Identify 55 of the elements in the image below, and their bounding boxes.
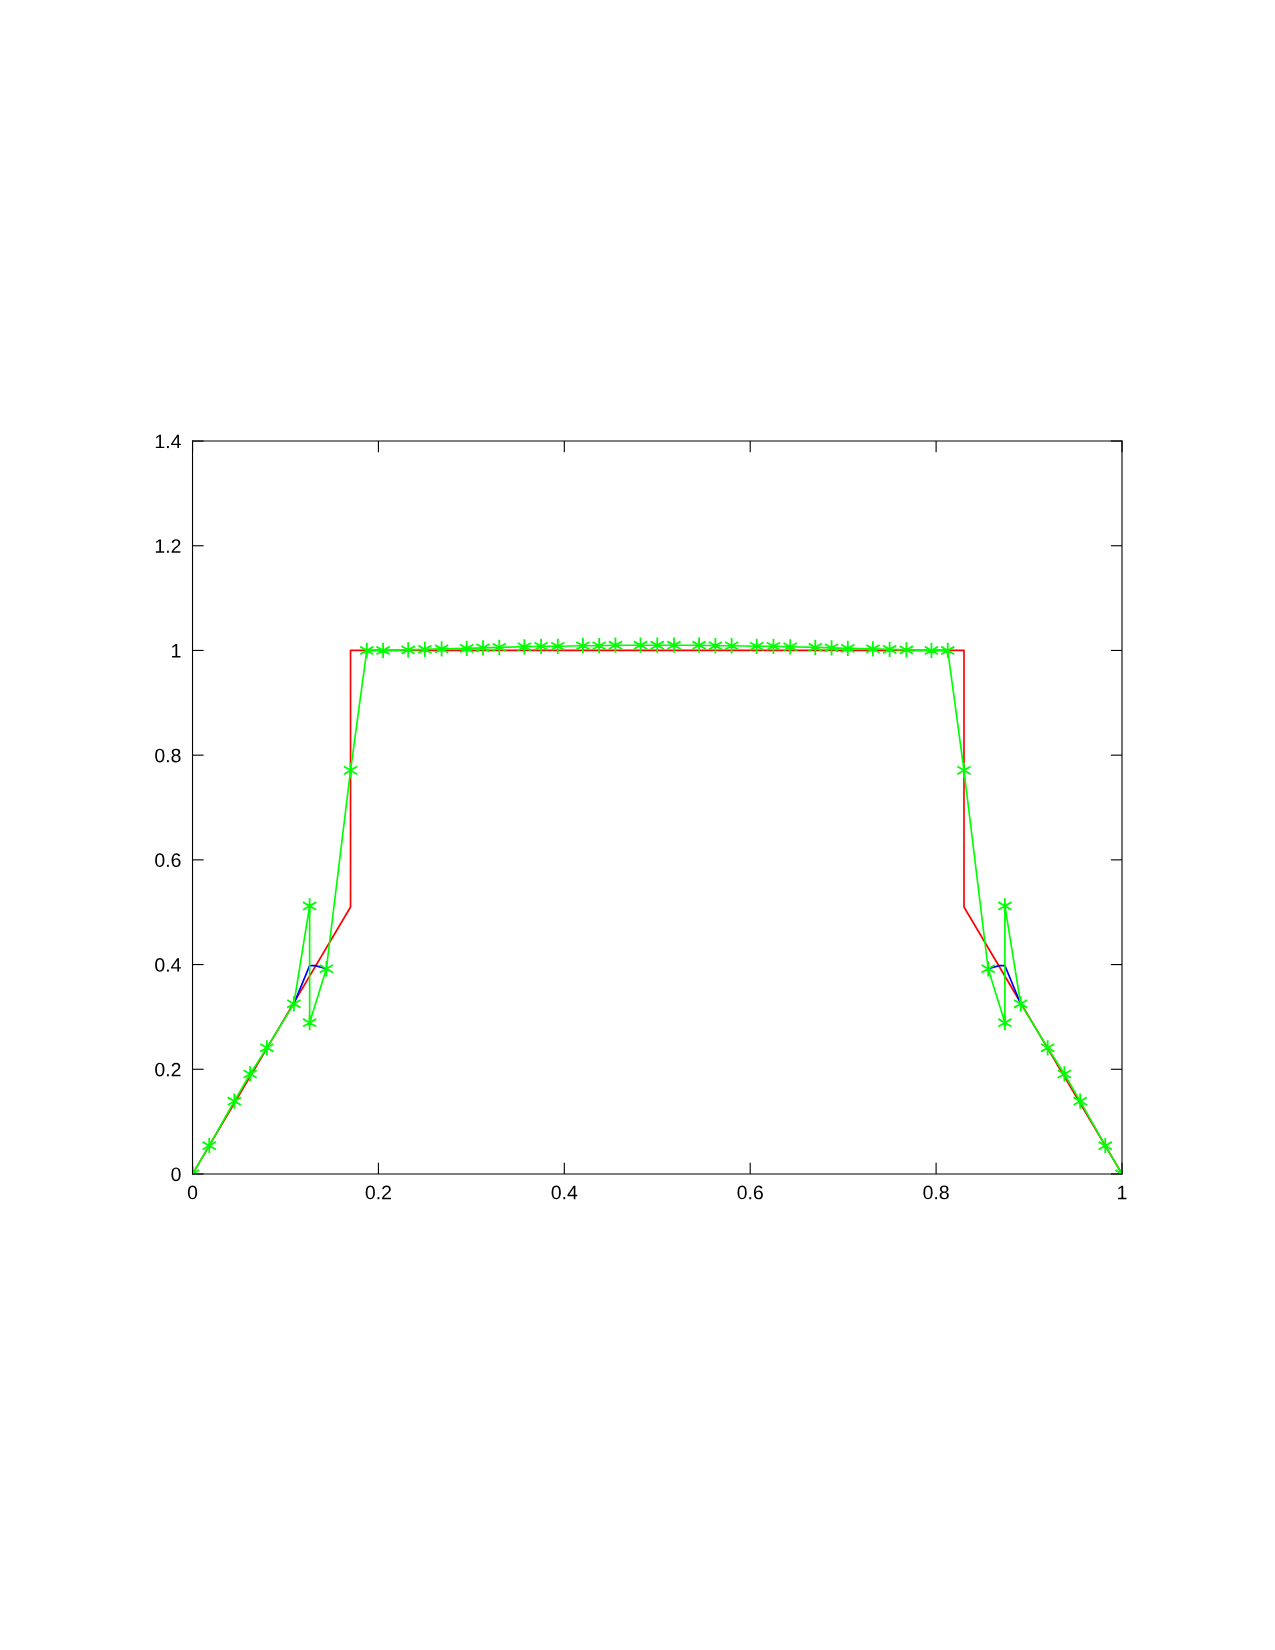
point <box>550 637 566 655</box>
point <box>575 637 591 655</box>
point <box>259 1039 275 1057</box>
point <box>302 897 318 915</box>
x-tick-label: 1 <box>1118 1185 1127 1200</box>
point <box>302 1014 318 1032</box>
point <box>997 897 1013 915</box>
point <box>807 638 823 656</box>
point <box>226 1092 242 1110</box>
point <box>491 638 507 656</box>
y-tick-label: 0 <box>171 1167 181 1182</box>
point <box>691 636 707 654</box>
point <box>591 637 607 655</box>
point <box>724 637 740 655</box>
point <box>782 638 798 656</box>
point <box>459 639 475 657</box>
point <box>516 638 532 656</box>
x-tick-label: 0.2 <box>365 1185 391 1200</box>
point <box>980 960 996 978</box>
y-tick-label: 0.2 <box>155 1062 181 1077</box>
x-tick-label: 0.8 <box>923 1185 949 1200</box>
point <box>707 637 723 655</box>
y-tick-label: 1 <box>172 644 181 658</box>
point <box>434 640 450 658</box>
point <box>417 640 433 658</box>
x-tick-label: 0.6 <box>737 1185 763 1200</box>
point <box>649 636 665 654</box>
point <box>940 641 956 659</box>
point <box>286 995 302 1013</box>
point <box>997 1014 1013 1032</box>
point <box>1097 1137 1113 1155</box>
point <box>666 636 682 654</box>
point <box>533 637 549 655</box>
point <box>318 960 334 978</box>
point <box>242 1065 258 1083</box>
x-tick-label: 0.4 <box>551 1185 578 1200</box>
point <box>1013 995 1029 1013</box>
point <box>840 639 856 657</box>
y-tick-label: 0.6 <box>155 853 181 868</box>
point <box>1072 1092 1088 1110</box>
point <box>898 641 914 659</box>
point <box>865 640 881 658</box>
point <box>956 761 972 779</box>
x-tick-label: 0 <box>187 1185 198 1200</box>
y-tick-label: 1.4 <box>155 434 181 449</box>
y-tick-label: 1.2 <box>155 539 181 553</box>
y-tick-label: 0.4 <box>155 958 181 972</box>
point <box>1056 1065 1072 1083</box>
y-tick-label: 0.8 <box>155 748 181 763</box>
point <box>749 637 765 655</box>
point <box>882 640 898 658</box>
point <box>375 641 391 659</box>
point <box>400 641 416 659</box>
point <box>359 641 375 659</box>
point <box>1040 1039 1056 1057</box>
